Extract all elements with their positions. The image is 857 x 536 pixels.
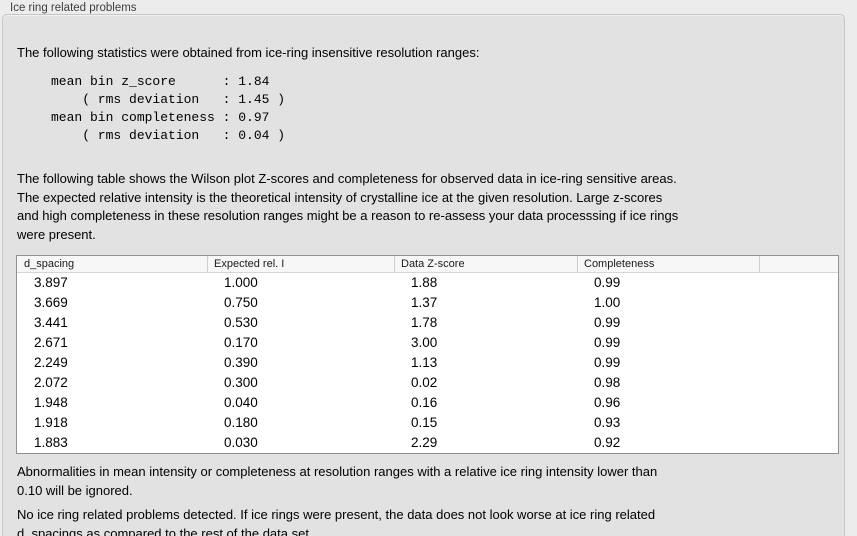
table-cell: 1.37 [411, 295, 438, 310]
table-row[interactable]: 1.918 0.180 0.15 0.93 [17, 413, 838, 433]
table-cell [759, 333, 838, 353]
table-header: d_spacing Expected rel. I Data Z-score Comp… [17, 256, 838, 273]
table-cell: 1.918 [34, 415, 68, 430]
table-cell: 0.390 [224, 355, 258, 370]
table-cell: 0.180 [224, 415, 258, 430]
table-cell: 0.99 [594, 355, 621, 370]
ice-ring-table[interactable]: d_spacing Expected rel. I Data Z-score Comp… [16, 255, 839, 454]
ice-ring-group-box: The following statistics were obtained f… [2, 14, 845, 536]
conclusion-note: No ice ring related problems detected. I… [17, 507, 656, 536]
intro-text: The following statistics were obtained f… [17, 45, 480, 60]
table-cell: 0.96 [594, 395, 621, 410]
column-header-empty[interactable] [759, 256, 838, 272]
ignore-threshold-note: Abnormalities in mean intensity or compl… [17, 464, 658, 498]
table-cell: 1.78 [411, 315, 438, 330]
table-cell [759, 373, 838, 393]
table-cell: 1.883 [34, 435, 68, 450]
column-header-d-spacing[interactable]: d_spacing [24, 258, 75, 270]
table-body: 3.897 1.000 1.88 0.99 3.669 0.750 1.37 1.00 3.44… [17, 273, 838, 453]
table-cell: 3.00 [411, 335, 438, 350]
table-cell: 0.170 [224, 335, 258, 350]
table-cell: 0.02 [411, 375, 438, 390]
column-header-completeness[interactable]: Completeness [577, 256, 759, 272]
table-cell: 0.030 [224, 435, 258, 450]
table-cell: 2.072 [34, 375, 68, 390]
table-cell: 2.249 [34, 355, 68, 370]
table-row[interactable]: 3.897 1.000 1.88 0.99 [17, 273, 838, 293]
table-cell: 0.93 [594, 415, 621, 430]
table-cell: 0.040 [224, 395, 258, 410]
table-cell: 1.88 [411, 275, 438, 290]
table-row[interactable]: 2.671 0.170 3.00 0.99 [17, 333, 838, 353]
table-row[interactable]: 1.883 0.030 2.29 0.92 [17, 433, 838, 453]
table-row[interactable]: 3.441 0.530 1.78 0.99 [17, 313, 838, 333]
table-cell: 1.13 [411, 355, 438, 370]
table-cell [759, 273, 838, 293]
table-cell: 3.897 [34, 275, 68, 290]
table-cell: 0.300 [224, 375, 258, 390]
description-text: The following table shows the Wilson plo… [17, 171, 679, 242]
table-cell [759, 433, 838, 453]
table-cell: 0.15 [411, 415, 438, 430]
table-cell: 3.669 [34, 295, 68, 310]
panel-title: Ice ring related problems [10, 2, 137, 14]
table-row[interactable]: 2.072 0.300 0.02 0.98 [17, 373, 838, 393]
stats-block: mean bin z_score : 1.84 ( rms deviation … [51, 74, 286, 143]
table-row[interactable]: 3.669 0.750 1.37 1.00 [17, 293, 838, 313]
table-cell [759, 353, 838, 373]
table-cell: 2.29 [411, 435, 438, 450]
table-cell [759, 413, 838, 433]
table-cell [759, 393, 838, 413]
table-cell [759, 313, 838, 333]
table-cell: 0.98 [594, 375, 621, 390]
column-header-expected-rel-i[interactable]: Expected rel. I [207, 256, 394, 272]
table-cell [759, 293, 838, 313]
table-cell: 1.948 [34, 395, 68, 410]
table-cell: 0.92 [594, 435, 621, 450]
table-row[interactable]: 2.249 0.390 1.13 0.99 [17, 353, 838, 373]
table-cell: 2.671 [34, 335, 68, 350]
table-row[interactable]: 1.948 0.040 0.16 0.96 [17, 393, 838, 413]
table-cell: 0.99 [594, 335, 621, 350]
table-cell: 1.00 [594, 295, 621, 310]
table-cell: 0.530 [224, 315, 258, 330]
table-cell: 0.99 [594, 315, 621, 330]
table-cell: 1.000 [224, 275, 258, 290]
column-header-data-z-score[interactable]: Data Z-score [394, 256, 577, 272]
table-cell: 0.750 [224, 295, 258, 310]
table-cell: 0.99 [594, 275, 621, 290]
table-cell: 0.16 [411, 395, 438, 410]
table-cell: 3.441 [34, 315, 68, 330]
